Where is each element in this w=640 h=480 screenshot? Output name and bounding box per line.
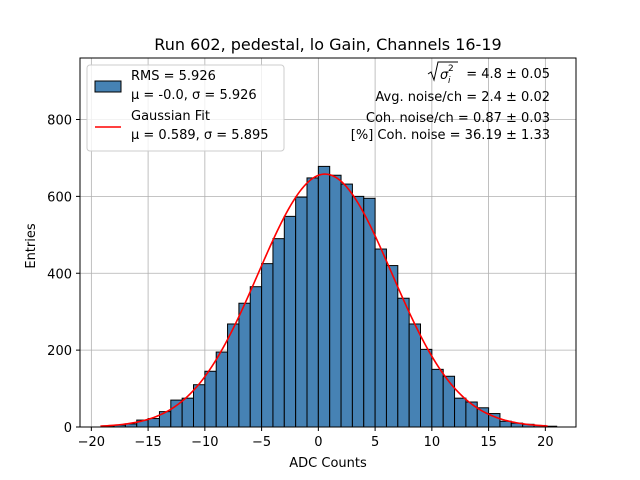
y-axis-label: Entries: [24, 223, 39, 269]
x-tick-label: 5: [371, 435, 379, 450]
histogram-bar: [215, 351, 229, 428]
histogram-bar: [283, 215, 297, 428]
histogram-bar: [431, 368, 444, 428]
svg-text:i: i: [448, 76, 451, 86]
x-tick-label: −10: [191, 435, 218, 450]
x-axis-ticks: −20 −15 −10 −5 0 5 10 15 20: [78, 427, 554, 450]
histogram-bar: [181, 397, 195, 428]
axes-frame: [79, 57, 577, 428]
histogram-bar: [272, 238, 285, 428]
y-tick-label: 400: [47, 267, 72, 282]
legend-histogram-stats: μ = -0.0, σ = 5.926: [131, 88, 257, 103]
histogram-bar: [193, 384, 206, 428]
noise-annotations: σ i 2 = 4.8 ± 0.05 Avg. noise/ch = 2.4 ±…: [351, 61, 550, 143]
histogram-bar: [385, 265, 399, 428]
x-tick-label: −15: [134, 435, 161, 450]
y-tick-label: 200: [47, 344, 72, 359]
histogram-bar: [306, 177, 319, 428]
x-tick-label: 0: [314, 435, 322, 450]
x-tick-label: −20: [78, 435, 105, 450]
histogram-bar: [261, 263, 274, 428]
histogram-bar: [420, 348, 433, 428]
histogram-bar: [340, 183, 353, 428]
histogram-bar: [227, 323, 240, 428]
histogram-bar: [329, 174, 342, 428]
svg-text:2: 2: [448, 64, 454, 74]
annotation-sigma-value: = 4.8 ± 0.05: [466, 67, 550, 82]
histogram-bar: [249, 286, 263, 428]
histogram-bar: [454, 397, 467, 428]
histogram-bar: [238, 302, 251, 428]
x-tick-label: 20: [537, 435, 554, 450]
histogram-bar: [351, 195, 365, 428]
y-tick-label: 0: [64, 421, 72, 436]
histogram-bar: [170, 399, 183, 428]
x-tick-label: −5: [252, 435, 271, 450]
histogram-bar: [408, 323, 422, 428]
gaussian-fit-curve: [100, 173, 548, 427]
y-axis-ticks: 0 200 400 600 800: [47, 114, 80, 436]
histogram-bar: [147, 418, 160, 428]
legend-fit-stats: μ = 0.589, σ = 5.895: [131, 128, 269, 143]
annotation-coh-noise: Coh. noise/ch = 0.87 ± 0.03: [366, 111, 550, 126]
svg-text:σ: σ: [440, 68, 449, 83]
annotation-coh-noise-percent: [%] Coh. noise = 36.19 ± 1.33: [351, 128, 550, 143]
x-tick-label: 10: [424, 435, 441, 450]
histogram-bar: [465, 401, 478, 428]
y-tick-label: 800: [47, 114, 72, 129]
legend: RMS = 5.926 μ = -0.0, σ = 5.926 Gaussian…: [86, 64, 285, 152]
legend-box: [86, 64, 285, 152]
legend-histogram-label: RMS = 5.926: [131, 69, 216, 84]
x-tick-label: 15: [480, 435, 497, 450]
legend-fit-label: Gaussian Fit: [131, 109, 210, 124]
histogram-bar: [295, 196, 308, 428]
histogram-bar: [397, 297, 410, 428]
histogram-bar: [204, 370, 217, 428]
y-tick-label: 600: [47, 190, 72, 205]
x-axis-label: ADC Counts: [289, 456, 367, 471]
histogram-bar: [442, 375, 456, 428]
legend-histogram-swatch: [94, 80, 122, 93]
chart-title: Run 602, pedestal, lo Gain, Channels 16-…: [154, 35, 501, 54]
annotation-avg-noise: Avg. noise/ch = 2.4 ± 0.02: [375, 90, 550, 105]
histogram-bar: [374, 248, 387, 428]
histogram-bar: [317, 165, 331, 428]
sqrt-sigma-symbol: σ i 2: [427, 61, 458, 86]
